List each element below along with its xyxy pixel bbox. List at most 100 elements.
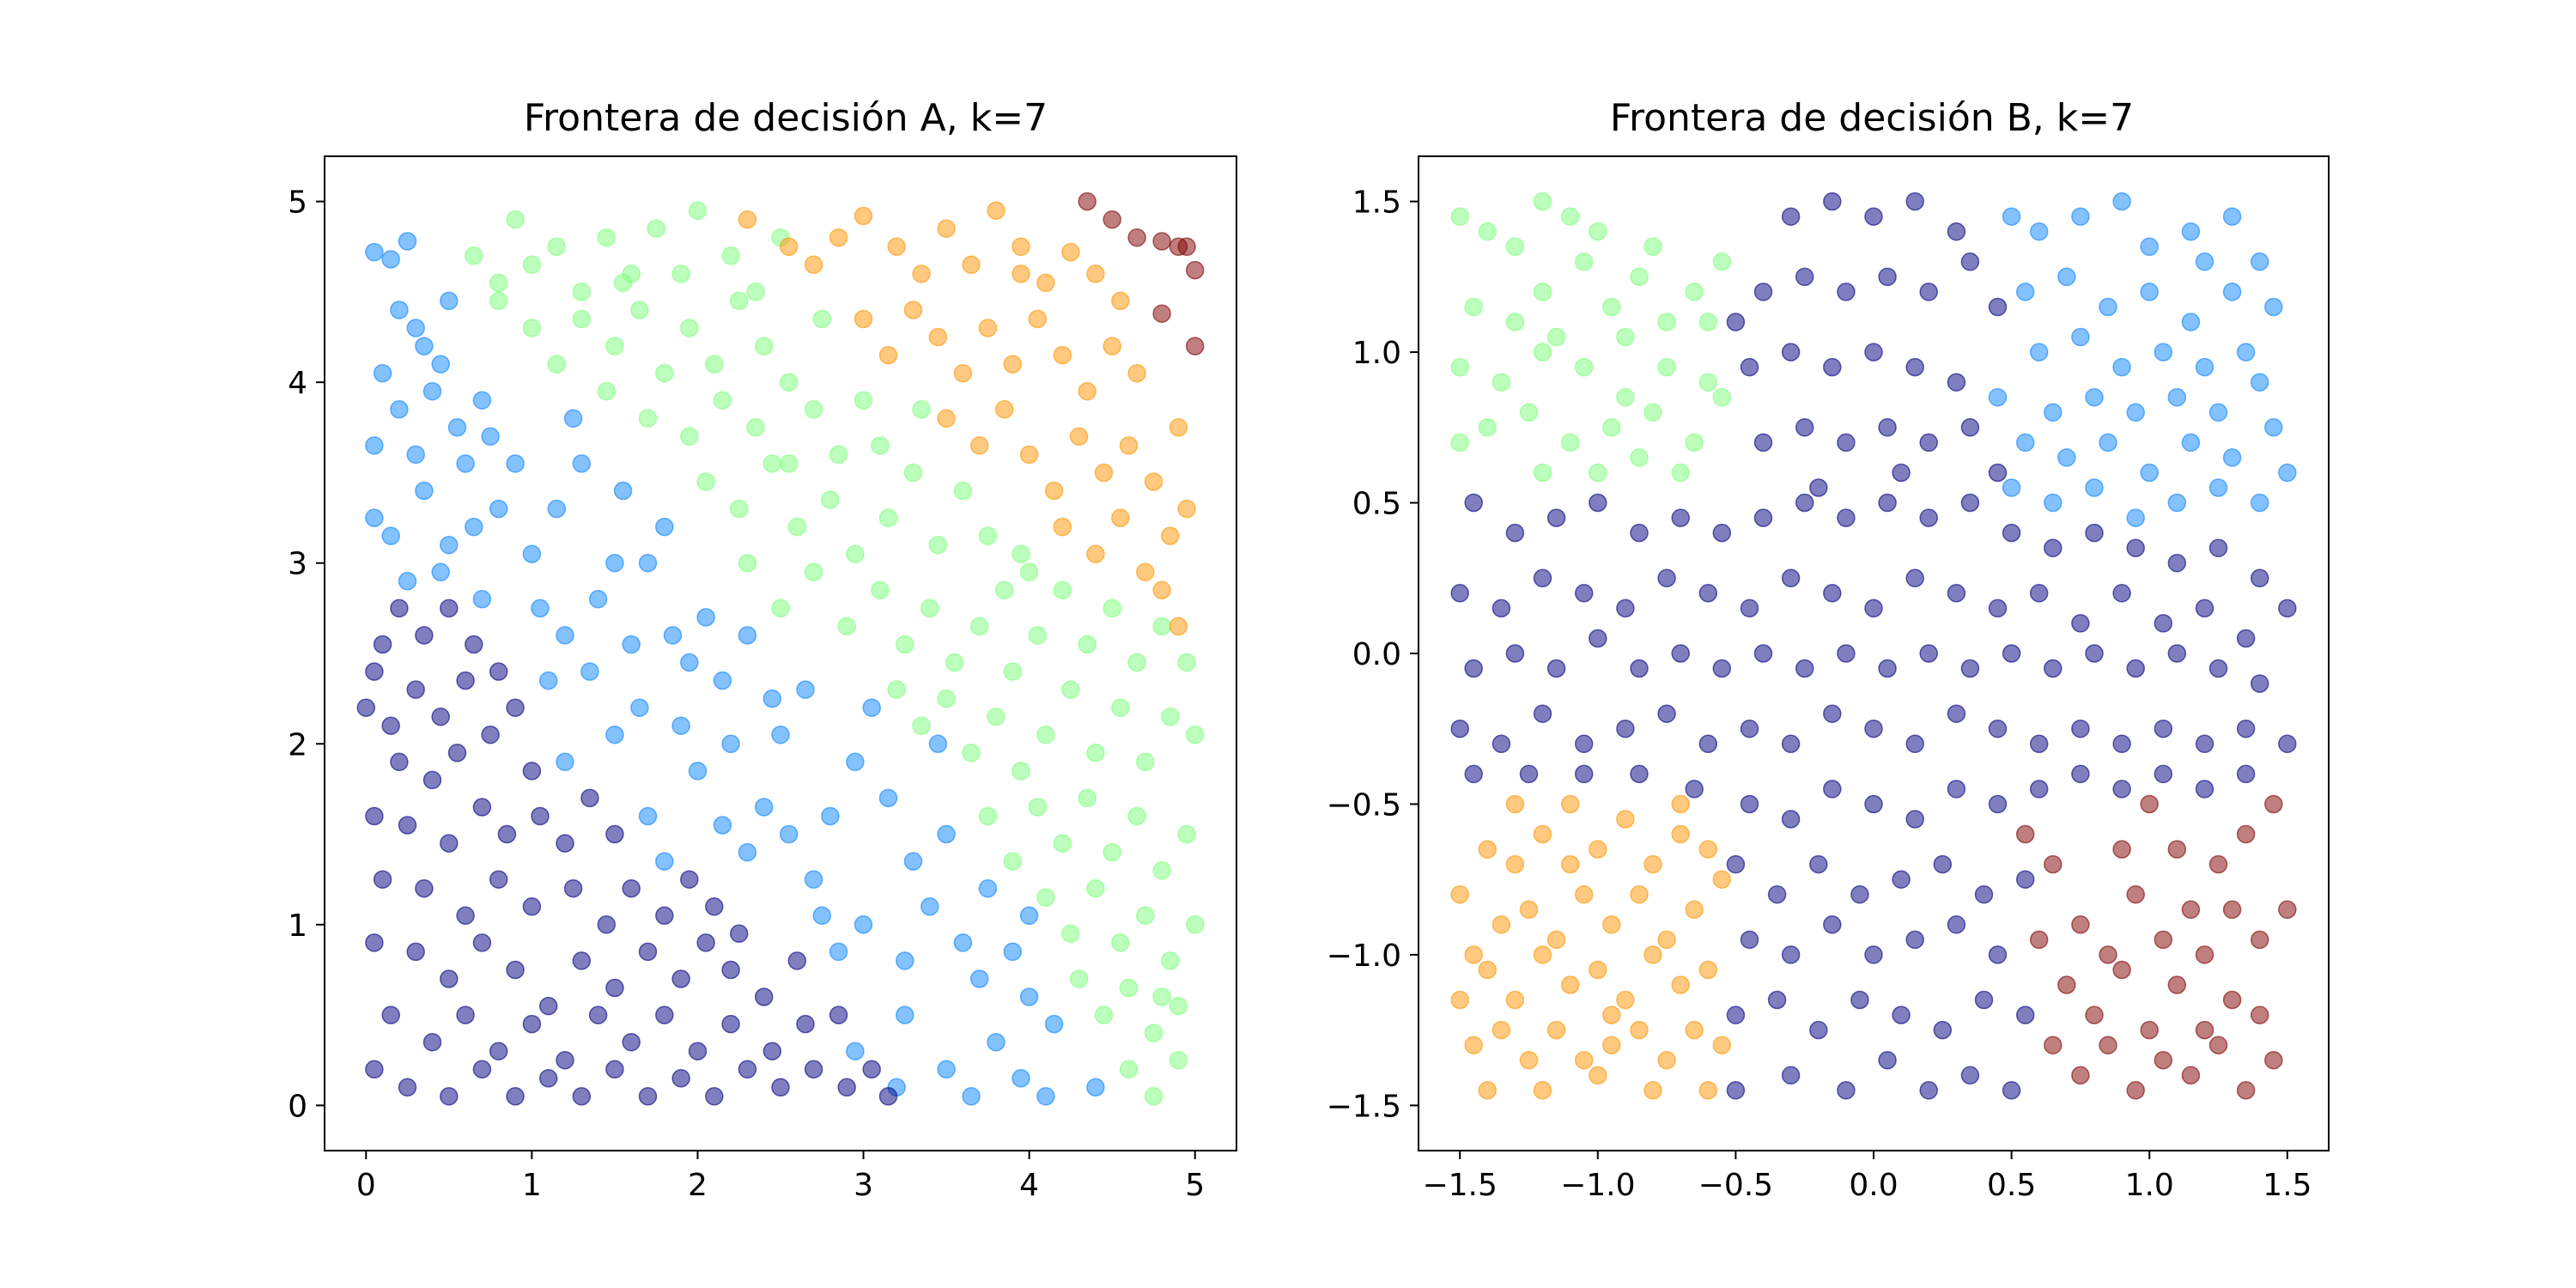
data-point — [771, 725, 790, 744]
data-point — [1169, 617, 1188, 636]
data-point — [2167, 644, 2187, 663]
data-point — [1519, 900, 1539, 920]
data-point — [1464, 764, 1483, 784]
data-point — [1919, 283, 1938, 301]
data-point — [1781, 734, 1801, 754]
data-point — [2140, 283, 2159, 301]
data-point — [1712, 1036, 1732, 1054]
data-point — [1127, 653, 1146, 672]
data-point — [1657, 568, 1676, 588]
data-point — [1078, 381, 1097, 401]
y-tick-label: 4 — [288, 366, 307, 401]
data-point — [1078, 788, 1097, 808]
data-point — [572, 283, 592, 301]
data-point — [440, 598, 459, 618]
data-point — [1837, 433, 1856, 453]
data-point — [1012, 762, 1030, 781]
data-point — [1036, 725, 1055, 744]
data-point — [1019, 906, 1039, 926]
data-point — [1671, 644, 1690, 663]
data-point — [1574, 764, 1594, 784]
data-point — [680, 653, 699, 672]
data-point — [1892, 870, 1911, 889]
data-point — [390, 598, 409, 618]
data-point — [2154, 930, 2173, 950]
data-point — [729, 499, 749, 519]
data-point — [2195, 598, 2215, 618]
data-point — [1947, 704, 1966, 723]
data-point — [829, 445, 848, 465]
data-point — [597, 915, 617, 934]
data-point — [1919, 1081, 1938, 1100]
data-point — [538, 996, 558, 1016]
data-point — [1053, 580, 1072, 600]
data-point — [422, 381, 442, 401]
data-point — [705, 897, 724, 916]
y-tick-label: 1.0 — [1352, 336, 1401, 371]
data-point — [1726, 1005, 1746, 1024]
data-point — [1698, 734, 1718, 754]
data-point — [2154, 764, 2173, 784]
data-point — [1795, 659, 1814, 678]
data-point — [2071, 719, 2090, 738]
data-point — [630, 301, 649, 319]
data-point — [1905, 930, 1924, 950]
data-point — [978, 806, 998, 826]
data-point — [398, 232, 417, 251]
data-point — [431, 562, 450, 582]
data-point — [1185, 915, 1205, 934]
data-point — [2057, 267, 2076, 287]
data-point — [373, 635, 392, 654]
data-point — [1892, 463, 1911, 483]
data-point — [415, 337, 434, 355]
y-tick-label: 0.5 — [1352, 487, 1401, 522]
data-point — [2195, 252, 2215, 271]
data-point — [2278, 734, 2297, 754]
data-point — [655, 363, 674, 383]
data-point — [422, 770, 442, 790]
data-point — [556, 626, 574, 645]
data-point — [1602, 418, 1621, 437]
data-point — [638, 806, 658, 826]
data-point — [994, 580, 1014, 600]
data-point — [381, 250, 400, 269]
subplot-a-title: Frontera de decisión A, k=7 — [524, 96, 1048, 140]
data-point — [1136, 906, 1155, 926]
x-tick-label: 4 — [1019, 1168, 1039, 1203]
data-point — [1086, 544, 1105, 563]
data-point — [2057, 448, 2076, 467]
data-point — [1053, 345, 1072, 365]
data-point — [1574, 734, 1594, 754]
data-point — [531, 806, 550, 826]
data-point — [1161, 526, 1180, 545]
data-point — [1505, 644, 1525, 663]
data-point — [1712, 523, 1732, 543]
data-point — [556, 1050, 574, 1070]
data-point — [2071, 207, 2090, 226]
data-point — [2015, 433, 2035, 453]
data-point — [2250, 674, 2269, 693]
y-tick-label: 1.5 — [1352, 185, 1401, 221]
data-point — [1630, 884, 1649, 904]
data-point — [1519, 1050, 1539, 1070]
data-point — [887, 680, 906, 699]
data-point — [1947, 915, 1966, 934]
data-point — [1533, 283, 1552, 301]
data-point — [638, 1087, 658, 1106]
data-point — [447, 418, 467, 437]
data-point — [688, 1042, 708, 1060]
data-point — [1053, 517, 1072, 537]
data-point — [1003, 852, 1023, 871]
data-point — [1602, 297, 1621, 317]
data-point — [1960, 493, 1980, 513]
data-point — [688, 762, 708, 781]
data-point — [2195, 1020, 2215, 1040]
data-point — [2002, 478, 2021, 497]
data-point — [962, 255, 981, 275]
data-point — [447, 744, 467, 762]
data-point — [2264, 794, 2283, 814]
data-point — [1450, 884, 1469, 904]
data-point — [613, 273, 633, 293]
data-point — [696, 472, 715, 491]
